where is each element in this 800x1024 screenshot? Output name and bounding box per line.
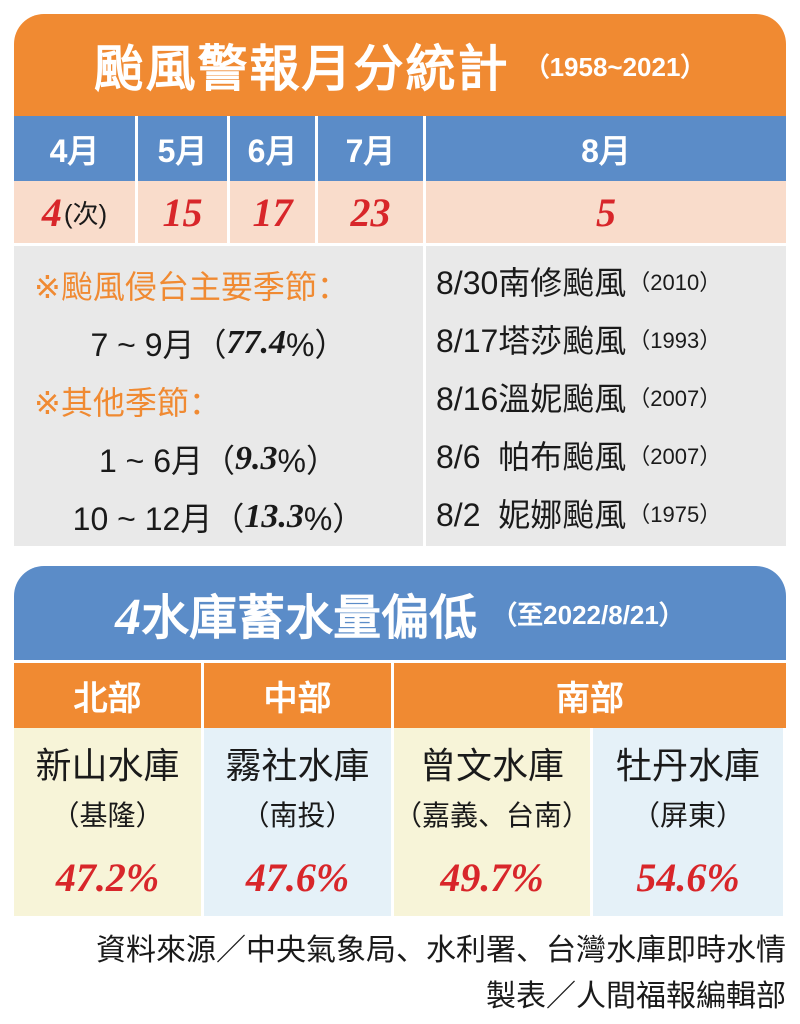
reservoir-card: 霧社水庫 （南投） 47.6% [204,728,394,916]
main-season-percent: 77.4 [226,324,287,361]
month-august: 8月 [581,132,631,169]
region-header-row: 北部 中部 南部 [14,660,786,728]
reservoir-percent: 47.6% [245,855,350,900]
august-typhoon-list: 8/30南修颱風 （2010） 8/17塔莎颱風 （1993） 8/16溫妮颱風 （2… [426,246,786,546]
list-item: 8/30南修颱風 （2010） [426,252,786,310]
main-season-heading: ※颱風侵台主要季節： [34,269,349,305]
count-unit: (次) [63,198,108,229]
reservoir-title-text: 水庫蓄水量偏低 [141,592,478,645]
reservoir-percent: 49.7% [440,855,544,900]
region-central: 中部 [204,663,394,728]
reservoir-panel-subtitle: （至2022/8/21） [491,599,685,630]
percent-suffix: %） [277,443,339,479]
month-april: 4月 [14,116,138,181]
typhoon-panel-header: 颱風警報月分統計 （1958~2021） [14,14,786,116]
reservoir-location: （嘉義、台南） [394,800,591,831]
other-season-heading: ※其他季節： [34,385,221,421]
other-season-range-1: 1 ~ 6月（ 9.3%） [14,430,423,488]
main-season-months: 7 ~ 9月（ [90,327,227,363]
typhoon-panel-title: 颱風警報月分統計 [93,41,510,97]
other-season-1-percent: 9.3 [235,440,278,477]
typhoon-name: 8/30南修颱風 [436,265,627,301]
typhoon-name: 8/2 妮娜颱風 [436,497,627,533]
warning-count-row: 4 (次) 15 17 23 5 [14,181,786,243]
typhoon-year: （1993） [628,328,722,353]
typhoon-warning-panel: 颱風警報月分統計 （1958~2021） 4月 5月 6月 7月 8月 4 (次)… [14,14,786,546]
other-season-1-months: 1 ~ 6月（ [98,443,236,479]
reservoir-name: 牡丹水庫 [615,745,760,786]
reservoir-location: （南投） [241,800,354,831]
typhoon-name: 8/16溫妮颱風 [436,381,627,417]
reservoir-card: 新山水庫 （基隆） 47.2% [14,728,204,916]
typhoon-name: 8/6 帕布颱風 [436,439,627,475]
reservoir-panel-header: 4水庫蓄水量偏低 （至2022/8/21） [14,566,786,660]
typhoon-year: （2007） [628,444,722,469]
month-header-row: 4月 5月 6月 7月 8月 [14,116,786,181]
list-item: 8/17塔莎颱風 （1993） [426,310,786,368]
chart-credit: 製表／人間福報編輯部 [486,980,786,1013]
reservoir-card: 曾文水庫 （嘉義、台南） 49.7% [394,728,593,916]
count-august: 5 [596,189,616,235]
region-south: 南部 [556,680,624,718]
reservoir-name: 曾文水庫 [419,745,564,786]
reservoir-storage-panel: 4水庫蓄水量偏低 （至2022/8/21） 北部 中部 南部 新山水庫 （基隆）… [14,566,786,916]
month-june: 6月 [230,116,318,181]
count-july: 23 [318,181,426,243]
reservoir-location: （基隆） [51,800,164,831]
main-season-range: 7 ~ 9月（ 77.4%） [14,314,423,372]
typhoon-detail-body: ※颱風侵台主要季節： 7 ~ 9月（ 77.4%） ※其他季節： 1 ~ 6月（ 9… [14,243,786,546]
reservoir-percent: 47.2% [55,855,160,900]
list-item: 8/16溫妮颱風 （2007） [426,368,786,426]
other-season-range-2: 10 ~ 12月（ 13.3%） [14,488,423,546]
list-item: 8/2 妮娜颱風 （1975） [426,484,786,542]
percent-suffix: %） [286,327,347,363]
typhoon-year: （2010） [628,270,722,295]
typhoon-year: （1975） [628,502,722,527]
reservoir-name: 新山水庫 [35,745,180,786]
typhoon-year: （2007） [628,386,722,411]
other-season-2-percent: 13.3 [244,498,304,535]
reservoir-name: 霧社水庫 [225,745,370,786]
typhoon-panel-subtitle: （1958~2021） [523,51,707,82]
count-may: 15 [138,181,230,243]
other-season-2-months: 10 ~ 12月（ [72,501,245,537]
reservoir-percent: 54.6% [636,855,740,900]
region-north: 北部 [14,663,204,728]
typhoon-name: 8/17塔莎颱風 [436,323,627,359]
reservoir-row: 新山水庫 （基隆） 47.2% 霧社水庫 （南投） 47.6% 曾文水庫 （嘉義… [14,728,786,916]
reservoir-location: （屏東） [631,800,744,831]
season-summary: ※颱風侵台主要季節： 7 ~ 9月（ 77.4%） ※其他季節： 1 ~ 6月（ 9… [14,246,426,546]
reservoir-count: 4 [115,589,142,646]
reservoir-panel-title: 4水庫蓄水量偏低 [115,578,477,648]
count-april-value: 4 [41,189,62,235]
data-source: 資料來源／中央氣象局、水利署、台灣水庫即時水情 [96,934,786,967]
count-june: 17 [230,181,318,243]
count-april: 4 (次) [14,181,138,243]
list-item: 8/6 帕布颱風 （2007） [426,426,786,484]
month-july: 7月 [318,116,426,181]
percent-suffix: %） [303,501,365,537]
reservoir-card: 牡丹水庫 （屏東） 54.6% [593,728,783,916]
month-may: 5月 [138,116,230,181]
source-credits: 資料來源／中央氣象局、水利署、台灣水庫即時水情 製表／人間福報編輯部 [96,928,786,1020]
